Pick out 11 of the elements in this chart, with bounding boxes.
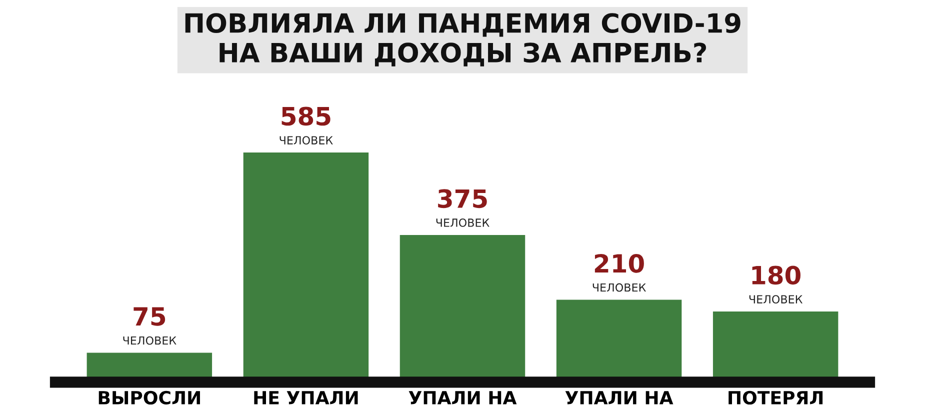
x-tick-label: УПАЛИ НА (408, 391, 517, 404)
data-label: 75 ЧЕЛОВЕК (123, 307, 176, 345)
x-tick-label: УПАЛИ НА (565, 391, 674, 404)
data-label: 180 ЧЕЛОВЕК (749, 266, 802, 304)
data-label: 375 ЧЕЛОВЕК (436, 189, 490, 227)
data-label: 585 ЧЕЛОВЕК (280, 106, 333, 144)
data-label: 210 ЧЕЛОВЕК (592, 254, 646, 292)
x-tick-label: ПОТЕРЯЛ (728, 390, 823, 405)
x-tick-label: НЕ УПАЛИ (254, 391, 358, 404)
x-tick-label: ВЫРОСЛИ (98, 390, 200, 405)
chart-title: ПОВЛИЯЛА ЛИ ПАНДЕМИЯ COVID-19 НА ВАШИ ДОХОДЫ ЗА АПРЕЛЬ? (185, 13, 740, 66)
